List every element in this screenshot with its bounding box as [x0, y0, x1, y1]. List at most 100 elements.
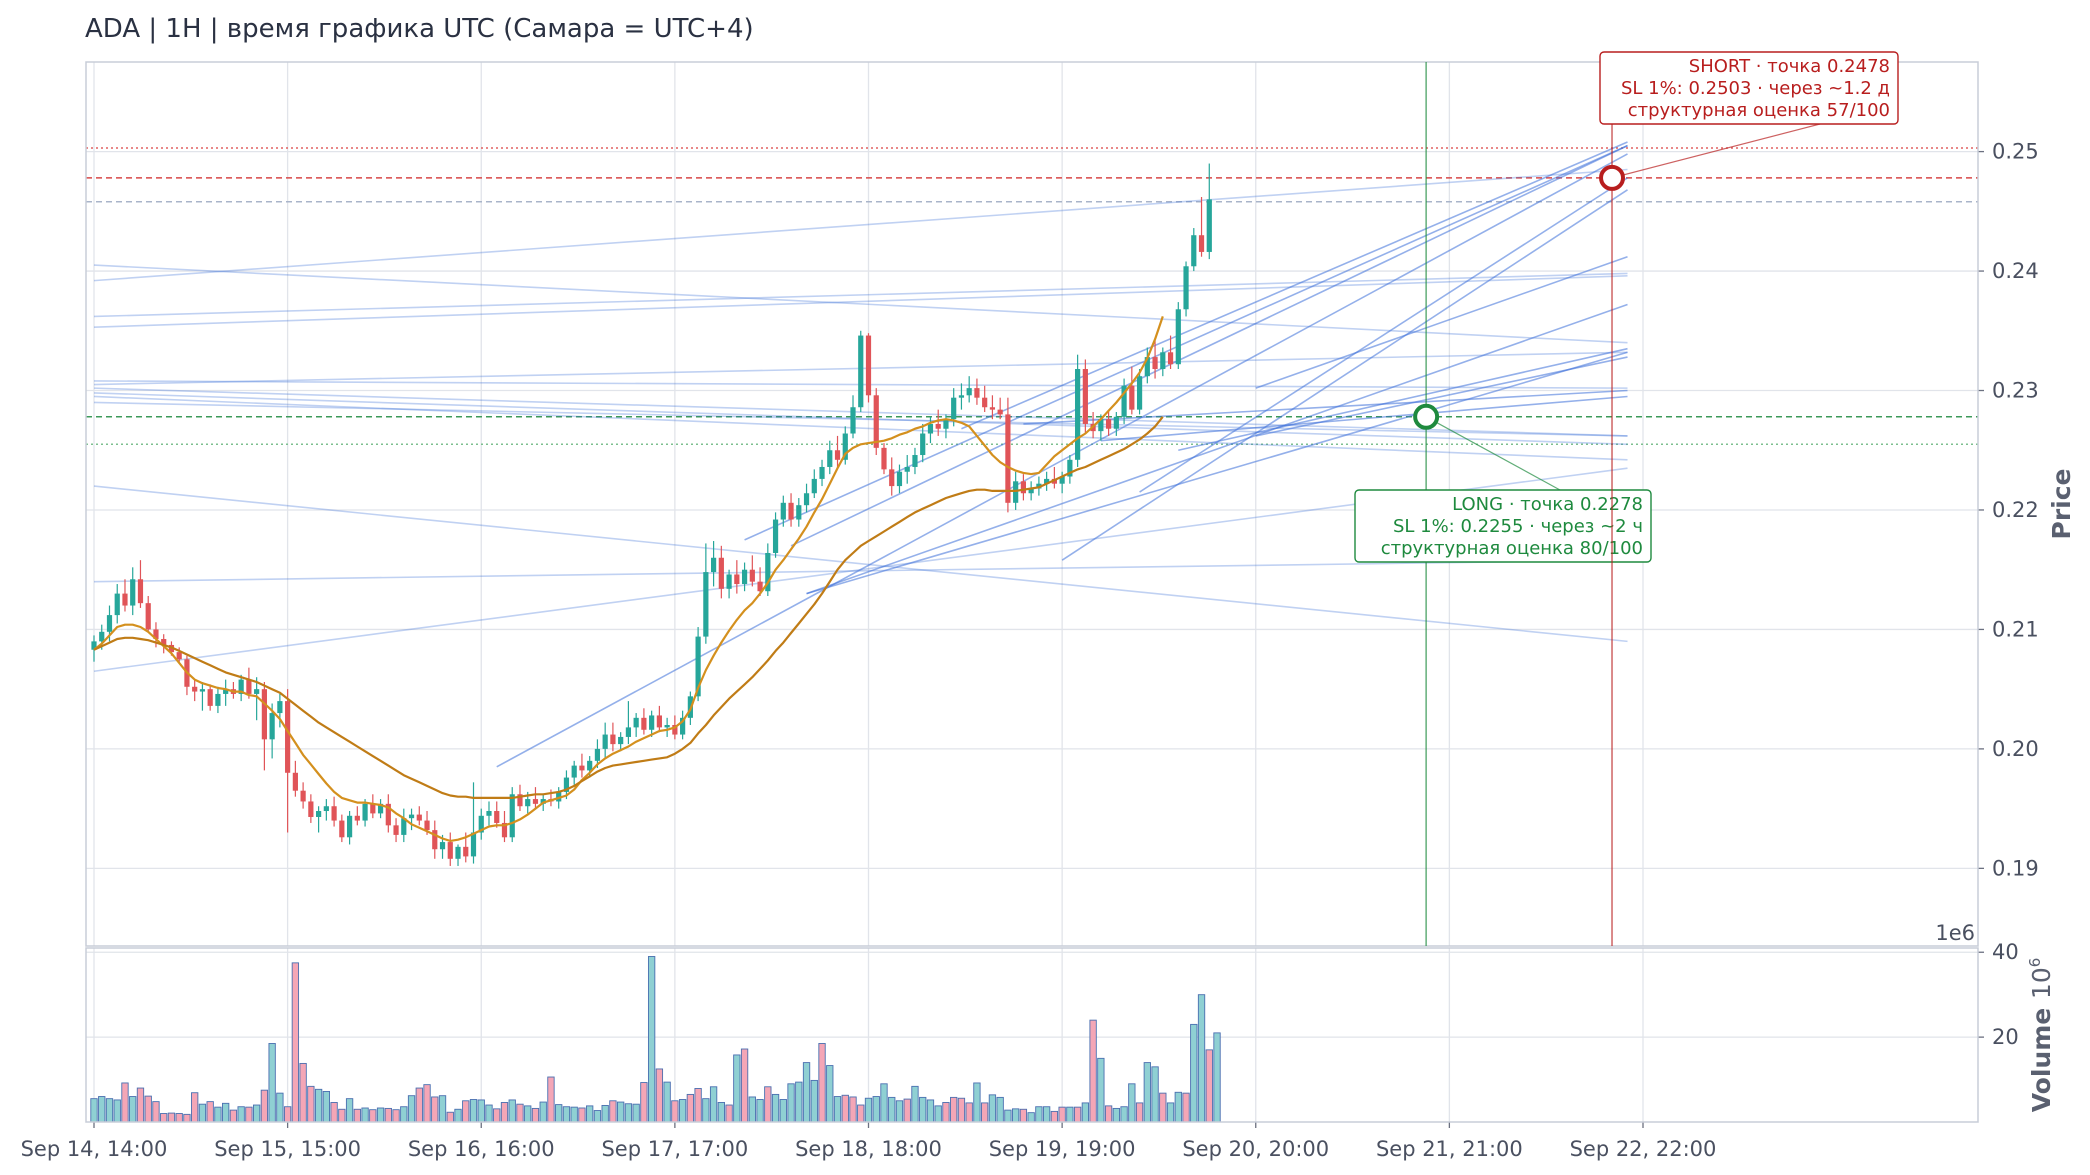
candle-body	[788, 502, 794, 520]
candle-body	[161, 638, 167, 645]
volume-bar	[322, 1090, 330, 1122]
volume-bar	[129, 1096, 137, 1122]
volume-bar	[446, 1111, 454, 1122]
volume-bar	[508, 1099, 516, 1122]
trendline	[790, 144, 1628, 547]
volume-bar	[1205, 1049, 1213, 1122]
volume-bar	[1066, 1106, 1074, 1122]
candle-body	[1067, 459, 1073, 477]
volume-bar	[1089, 1019, 1097, 1122]
candle-body	[842, 433, 848, 460]
candle-body	[455, 846, 461, 859]
candle-body	[718, 557, 724, 589]
candle-body	[796, 505, 802, 520]
volume-bar	[950, 1096, 958, 1122]
candle-body	[1028, 488, 1034, 494]
volume-bar	[934, 1105, 942, 1122]
x-tick-label: Sep 17, 17:00	[601, 1137, 748, 1161]
candle-body	[827, 450, 833, 467]
volume-bar	[1151, 1066, 1159, 1122]
y-tick-label: 0.25	[1992, 140, 2039, 164]
candle-body	[610, 734, 616, 745]
volume-bar	[748, 1096, 756, 1122]
volume-bar	[1027, 1112, 1035, 1122]
volume-bar	[957, 1097, 966, 1122]
x-tick-label: Sep 15, 15:00	[214, 1137, 361, 1161]
volume-bar	[903, 1098, 911, 1122]
volume-bar	[98, 1096, 106, 1122]
candle-body	[1059, 476, 1065, 484]
candle-body	[680, 717, 686, 735]
volume-bar	[314, 1088, 323, 1122]
trendline	[93, 264, 1628, 344]
volume-bar	[361, 1107, 369, 1122]
price-axis-label: Price	[2047, 469, 2076, 540]
volume-bar	[229, 1109, 238, 1122]
volume-bar	[431, 1096, 439, 1122]
y-tick-label: 20	[1992, 1025, 2019, 1049]
price-panel-frame	[85, 61, 1979, 947]
trendline	[1139, 177, 1628, 493]
candle-body	[587, 760, 593, 771]
candle-body	[765, 552, 771, 592]
candle-body	[873, 395, 879, 448]
volume-unit-base: 10	[2027, 967, 2056, 999]
candle-body	[633, 717, 639, 728]
volume-bar	[872, 1096, 880, 1122]
candle-body	[114, 593, 120, 616]
volume-bar	[678, 1099, 687, 1122]
axes: Sep 14, 14:00 Sep 15, 15:00 Sep 16, 16:00 S…	[21, 140, 2076, 1161]
candle-body	[649, 715, 655, 730]
candle-body	[277, 701, 283, 714]
candle-body	[362, 803, 368, 821]
volume-bar	[570, 1106, 578, 1122]
candle-body	[1160, 352, 1166, 370]
volume-bar	[988, 1094, 997, 1122]
y-tick-label: 0.24	[1992, 259, 2039, 283]
candle-body	[1198, 235, 1205, 252]
volume-bar	[996, 1096, 1004, 1122]
volume-bar	[1143, 1062, 1151, 1122]
volume-bar	[222, 1102, 230, 1122]
signal-marker	[1599, 164, 1626, 191]
x-tick-label: Sep 16, 16:00	[408, 1137, 555, 1161]
volume-bar	[330, 1102, 338, 1122]
trendline	[1061, 189, 1628, 561]
volume-bar	[671, 1100, 679, 1122]
candle-body	[1013, 481, 1019, 503]
trendline	[806, 303, 1628, 595]
y-tick-label: 0.19	[1992, 856, 2039, 880]
trendline	[806, 351, 1628, 595]
candle-body	[641, 717, 647, 730]
volume-bar	[709, 1086, 718, 1122]
volume-bar	[981, 1102, 989, 1122]
candle-body	[958, 395, 965, 398]
candle-body	[858, 335, 864, 408]
volume-bar	[694, 1088, 702, 1122]
volume-bar	[647, 956, 656, 1122]
volume-bar	[214, 1106, 222, 1122]
volume-bar	[609, 1100, 617, 1122]
volume-bar	[1120, 1106, 1128, 1122]
candle-body	[215, 693, 221, 706]
candle-body	[393, 825, 399, 835]
candle-body	[734, 574, 740, 585]
candle-body	[145, 603, 151, 630]
candle-body	[811, 478, 817, 494]
signal-box-line: структурная оценка 80/100	[1381, 538, 1643, 559]
volume-bar	[307, 1085, 315, 1122]
signal-box	[1599, 51, 1899, 125]
candle-body	[346, 815, 353, 838]
volume-bar	[702, 1098, 710, 1122]
x-tick-label: Sep 22, 22:00	[1570, 1137, 1717, 1161]
volume-bar	[516, 1103, 524, 1122]
volume-panel-frame	[85, 947, 1979, 1123]
candle-body	[416, 814, 422, 821]
x-tick-label: Sep 19, 19:00	[989, 1137, 1136, 1161]
volume-bar	[562, 1106, 571, 1122]
candle-body	[1082, 369, 1088, 424]
volume-bar	[493, 1108, 501, 1122]
volume-bar	[1174, 1091, 1182, 1122]
